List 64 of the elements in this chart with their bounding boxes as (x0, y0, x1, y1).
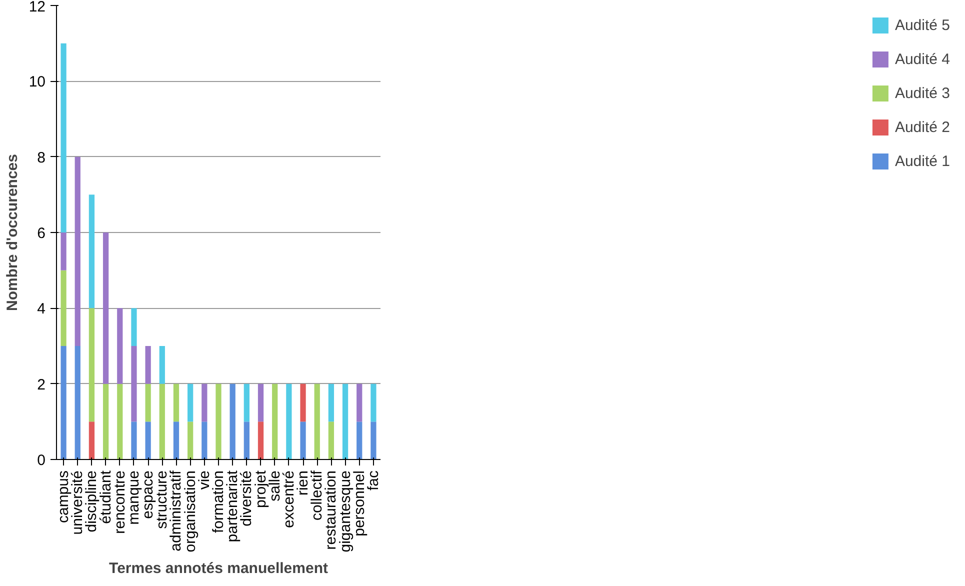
bar (328, 422, 334, 460)
legend-label: Audité 5 (894, 16, 950, 34)
bar (202, 384, 208, 422)
y-axis-title: Nombre d'occurences (4, 154, 21, 311)
y-tick-label: 8 (37, 149, 46, 166)
y-tick-label: 2 (37, 376, 46, 394)
bar (173, 384, 180, 422)
x-tick-label: campus (55, 470, 72, 524)
legend-label: Audité 3 (894, 84, 950, 102)
bar (131, 422, 137, 460)
y-tick-label: 6 (37, 225, 46, 242)
bar (188, 384, 194, 422)
legend-label: Audité 2 (894, 118, 950, 136)
legend-label: Audité 1 (894, 152, 950, 170)
bar (159, 384, 165, 460)
bar (145, 422, 151, 460)
bar (60, 270, 66, 346)
bar (216, 384, 222, 460)
bar (74, 156, 80, 346)
bar (300, 384, 306, 422)
bar (300, 422, 306, 460)
bar (60, 43, 66, 232)
bar (173, 422, 180, 460)
bar (60, 232, 66, 270)
bar (188, 422, 194, 460)
x-axis-title: Termes annotés manuellement (109, 560, 328, 578)
bar (88, 308, 95, 422)
x-tick-label: discipline (83, 470, 100, 532)
x-tick-label: formation (210, 470, 227, 534)
x-tick-label: excentré (280, 470, 298, 528)
bar (244, 422, 250, 460)
bar (60, 346, 66, 460)
bar (145, 346, 151, 384)
bar (88, 194, 95, 308)
bar (258, 384, 264, 422)
bar (370, 384, 376, 422)
bar (117, 384, 123, 460)
bar (286, 384, 292, 460)
bar (356, 422, 362, 460)
bar (244, 384, 250, 422)
y-tick-label: 4 (37, 300, 46, 318)
bar (356, 384, 362, 422)
bar (102, 384, 109, 460)
bar (74, 346, 80, 460)
bar (117, 308, 123, 384)
bar (88, 422, 95, 460)
bar (159, 346, 165, 384)
bar (370, 422, 376, 460)
bar (131, 346, 137, 422)
bar (230, 384, 236, 460)
legend-label: Audité 4 (894, 50, 950, 68)
bar (342, 384, 348, 460)
bar (102, 232, 109, 384)
bar (202, 422, 208, 460)
y-tick-label: 0 (37, 452, 46, 469)
x-tick-label: fac (364, 470, 382, 491)
bar (272, 384, 278, 460)
y-tick-label: 10 (28, 74, 46, 91)
bar (328, 384, 334, 422)
bar (258, 422, 264, 460)
bar (314, 384, 320, 460)
bar (145, 384, 151, 422)
bar (131, 308, 137, 346)
y-tick-label: 12 (28, 0, 46, 16)
